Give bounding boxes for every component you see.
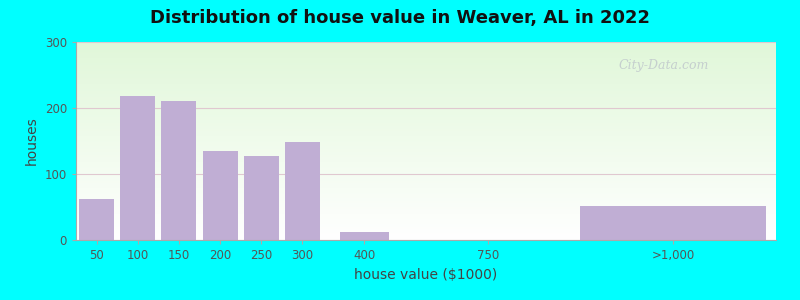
Bar [202,151,238,240]
Text: City-Data.com: City-Data.com [619,59,709,72]
X-axis label: house value ($1000): house value ($1000) [354,268,498,282]
Bar [285,142,320,240]
Bar [79,199,114,240]
Text: Distribution of house value in Weaver, AL in 2022: Distribution of house value in Weaver, A… [150,9,650,27]
Bar [120,96,155,240]
Bar [581,206,766,240]
Bar [339,232,389,240]
Y-axis label: houses: houses [25,117,39,165]
Bar [244,156,278,240]
Bar [162,101,197,240]
